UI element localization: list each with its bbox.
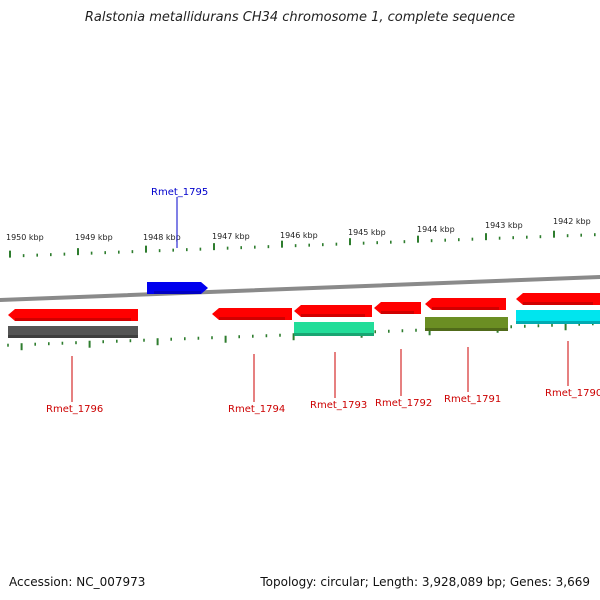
gene-arrow-shadow bbox=[154, 291, 201, 294]
feature-bars bbox=[8, 310, 600, 338]
gene-arrow-shadow bbox=[301, 314, 365, 317]
scale-label: 1946 kbp bbox=[280, 231, 318, 240]
gene-label[interactable]: Rmet_1792 bbox=[375, 398, 432, 409]
scale-label: 1950 kbp bbox=[6, 233, 44, 242]
accession-text: Accession: NC_007973 bbox=[9, 575, 146, 589]
gene-arrow[interactable] bbox=[294, 305, 372, 317]
genome-summary-text: Topology: circular; Length: 3,928,089 bp… bbox=[260, 575, 590, 589]
feature-bar-shadow bbox=[8, 335, 138, 338]
gene-arrow[interactable] bbox=[516, 293, 600, 305]
scale-label: 1942 kbp bbox=[553, 217, 591, 226]
feature-bar bbox=[425, 317, 508, 331]
gene-arrow-shadow bbox=[432, 307, 499, 310]
gene-arrow-shadow bbox=[15, 318, 131, 321]
gene-arrow[interactable] bbox=[147, 282, 208, 294]
feature-bar bbox=[516, 310, 600, 324]
scale-labels: 1950 kbp 1949 kbp 1948 kbp 1947 kbp 1946 kbp… bbox=[6, 217, 591, 242]
gene-label[interactable]: Rmet_1794 bbox=[228, 404, 285, 415]
gene-arrow-shadow bbox=[381, 311, 414, 314]
gene-label[interactable]: Rmet_1795 bbox=[151, 187, 208, 198]
gene-arrow[interactable] bbox=[212, 308, 292, 320]
gene-label[interactable]: Rmet_1791 bbox=[444, 394, 501, 405]
chromosome-backbone bbox=[0, 275, 600, 302]
scale-label: 1944 kbp bbox=[417, 225, 455, 234]
scale-label: 1947 kbp bbox=[212, 232, 250, 241]
feature-bar-shadow bbox=[516, 321, 600, 324]
gene-arrow-shadow bbox=[523, 302, 593, 305]
gene-arrow[interactable] bbox=[8, 309, 138, 321]
map-title: Ralstonia metallidurans CH34 chromosome … bbox=[84, 10, 516, 25]
scale-label: 1945 kbp bbox=[348, 228, 386, 237]
scale-ticks-top bbox=[9, 230, 596, 258]
feature-bar-shadow bbox=[425, 328, 508, 331]
gene-arrows bbox=[8, 282, 600, 321]
gene-label[interactable]: Rmet_1796 bbox=[46, 404, 103, 415]
scale-label: 1943 kbp bbox=[485, 221, 523, 230]
gene-label[interactable]: Rmet_1793 bbox=[310, 400, 367, 411]
gene-arrow[interactable] bbox=[425, 298, 506, 310]
feature-bar bbox=[294, 322, 374, 336]
gene-label[interactable]: Rmet_1790 bbox=[545, 388, 600, 399]
feature-bar bbox=[8, 326, 138, 338]
scale-label: 1948 kbp bbox=[143, 233, 181, 242]
scale-label: 1949 kbp bbox=[75, 233, 113, 242]
gene-labels: Rmet_1796 Rmet_1795 Rmet_1794 Rmet_1793 Rmet… bbox=[46, 187, 600, 415]
gene-arrow-shadow bbox=[219, 317, 285, 320]
feature-bar-shadow bbox=[294, 333, 374, 336]
gene-arrow[interactable] bbox=[374, 302, 421, 314]
